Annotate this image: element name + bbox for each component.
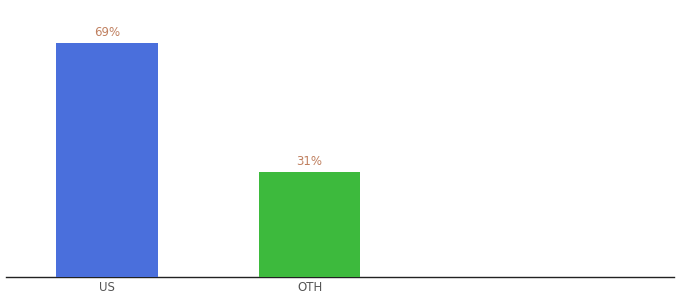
Bar	[56, 43, 158, 277]
Bar	[259, 172, 360, 277]
Text: 69%: 69%	[94, 26, 120, 39]
Text: 31%: 31%	[296, 155, 322, 168]
